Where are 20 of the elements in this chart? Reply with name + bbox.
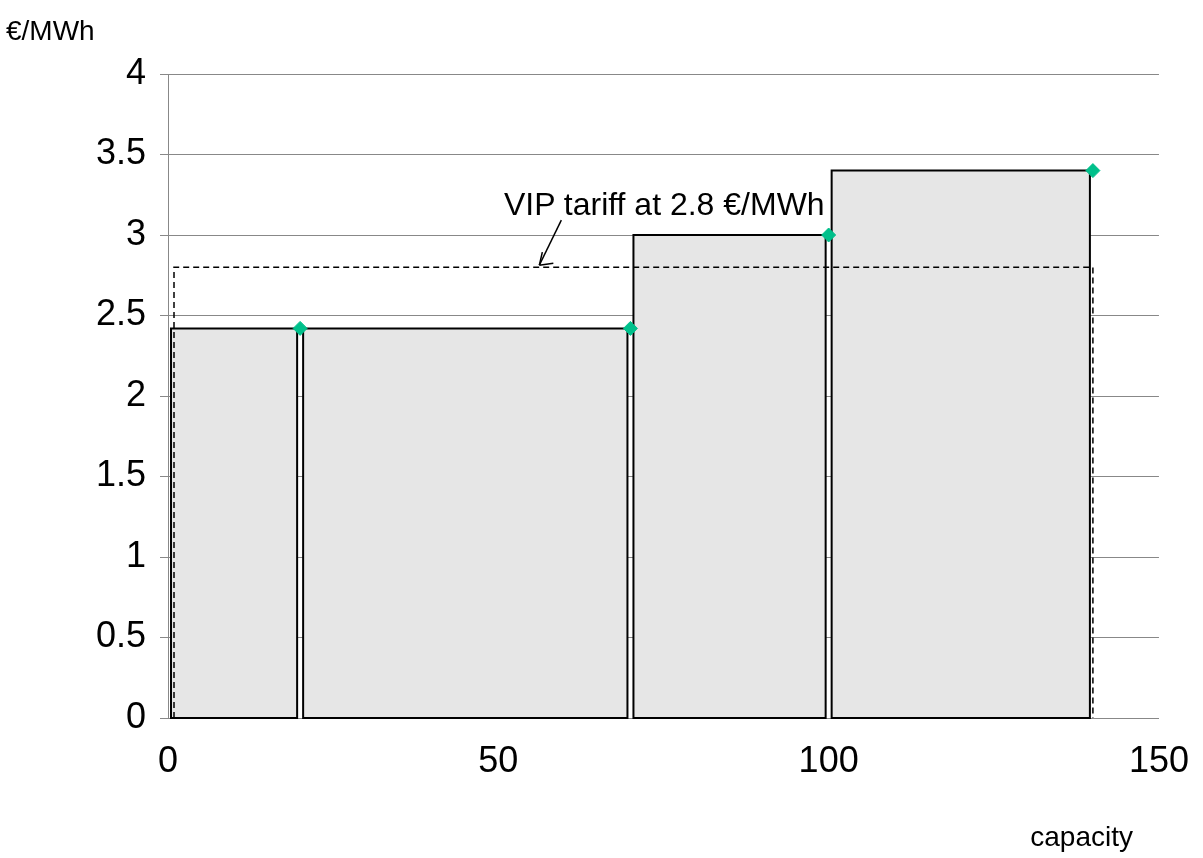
y-tick-label: 3.5 (95, 131, 146, 173)
point (821, 227, 837, 243)
x-axis-title: capacity (1030, 820, 1133, 852)
ref-line-label: VIP tariff at 2.8 €/MWh (503, 185, 825, 222)
y-tick-label: 2.5 (95, 292, 146, 334)
point (622, 320, 638, 336)
point (292, 320, 308, 336)
y-tick-label: 3 (125, 211, 146, 253)
point (1085, 163, 1101, 179)
y-tick-label: 0.5 (95, 614, 146, 656)
y-tick-label: 0 (125, 694, 146, 736)
y-axis-title: €/MWh (6, 14, 95, 46)
y-tick-label: 2 (125, 372, 146, 414)
y-tick-label: 4 (125, 50, 146, 92)
y-tick-label: 1.5 (95, 453, 146, 495)
x-tick-label: 100 (798, 738, 859, 780)
y-tick-label: 1 (125, 533, 146, 575)
x-tick-label: 150 (1128, 738, 1190, 780)
x-tick-label: 50 (478, 738, 519, 780)
x-tick-label: 0 (157, 738, 179, 780)
